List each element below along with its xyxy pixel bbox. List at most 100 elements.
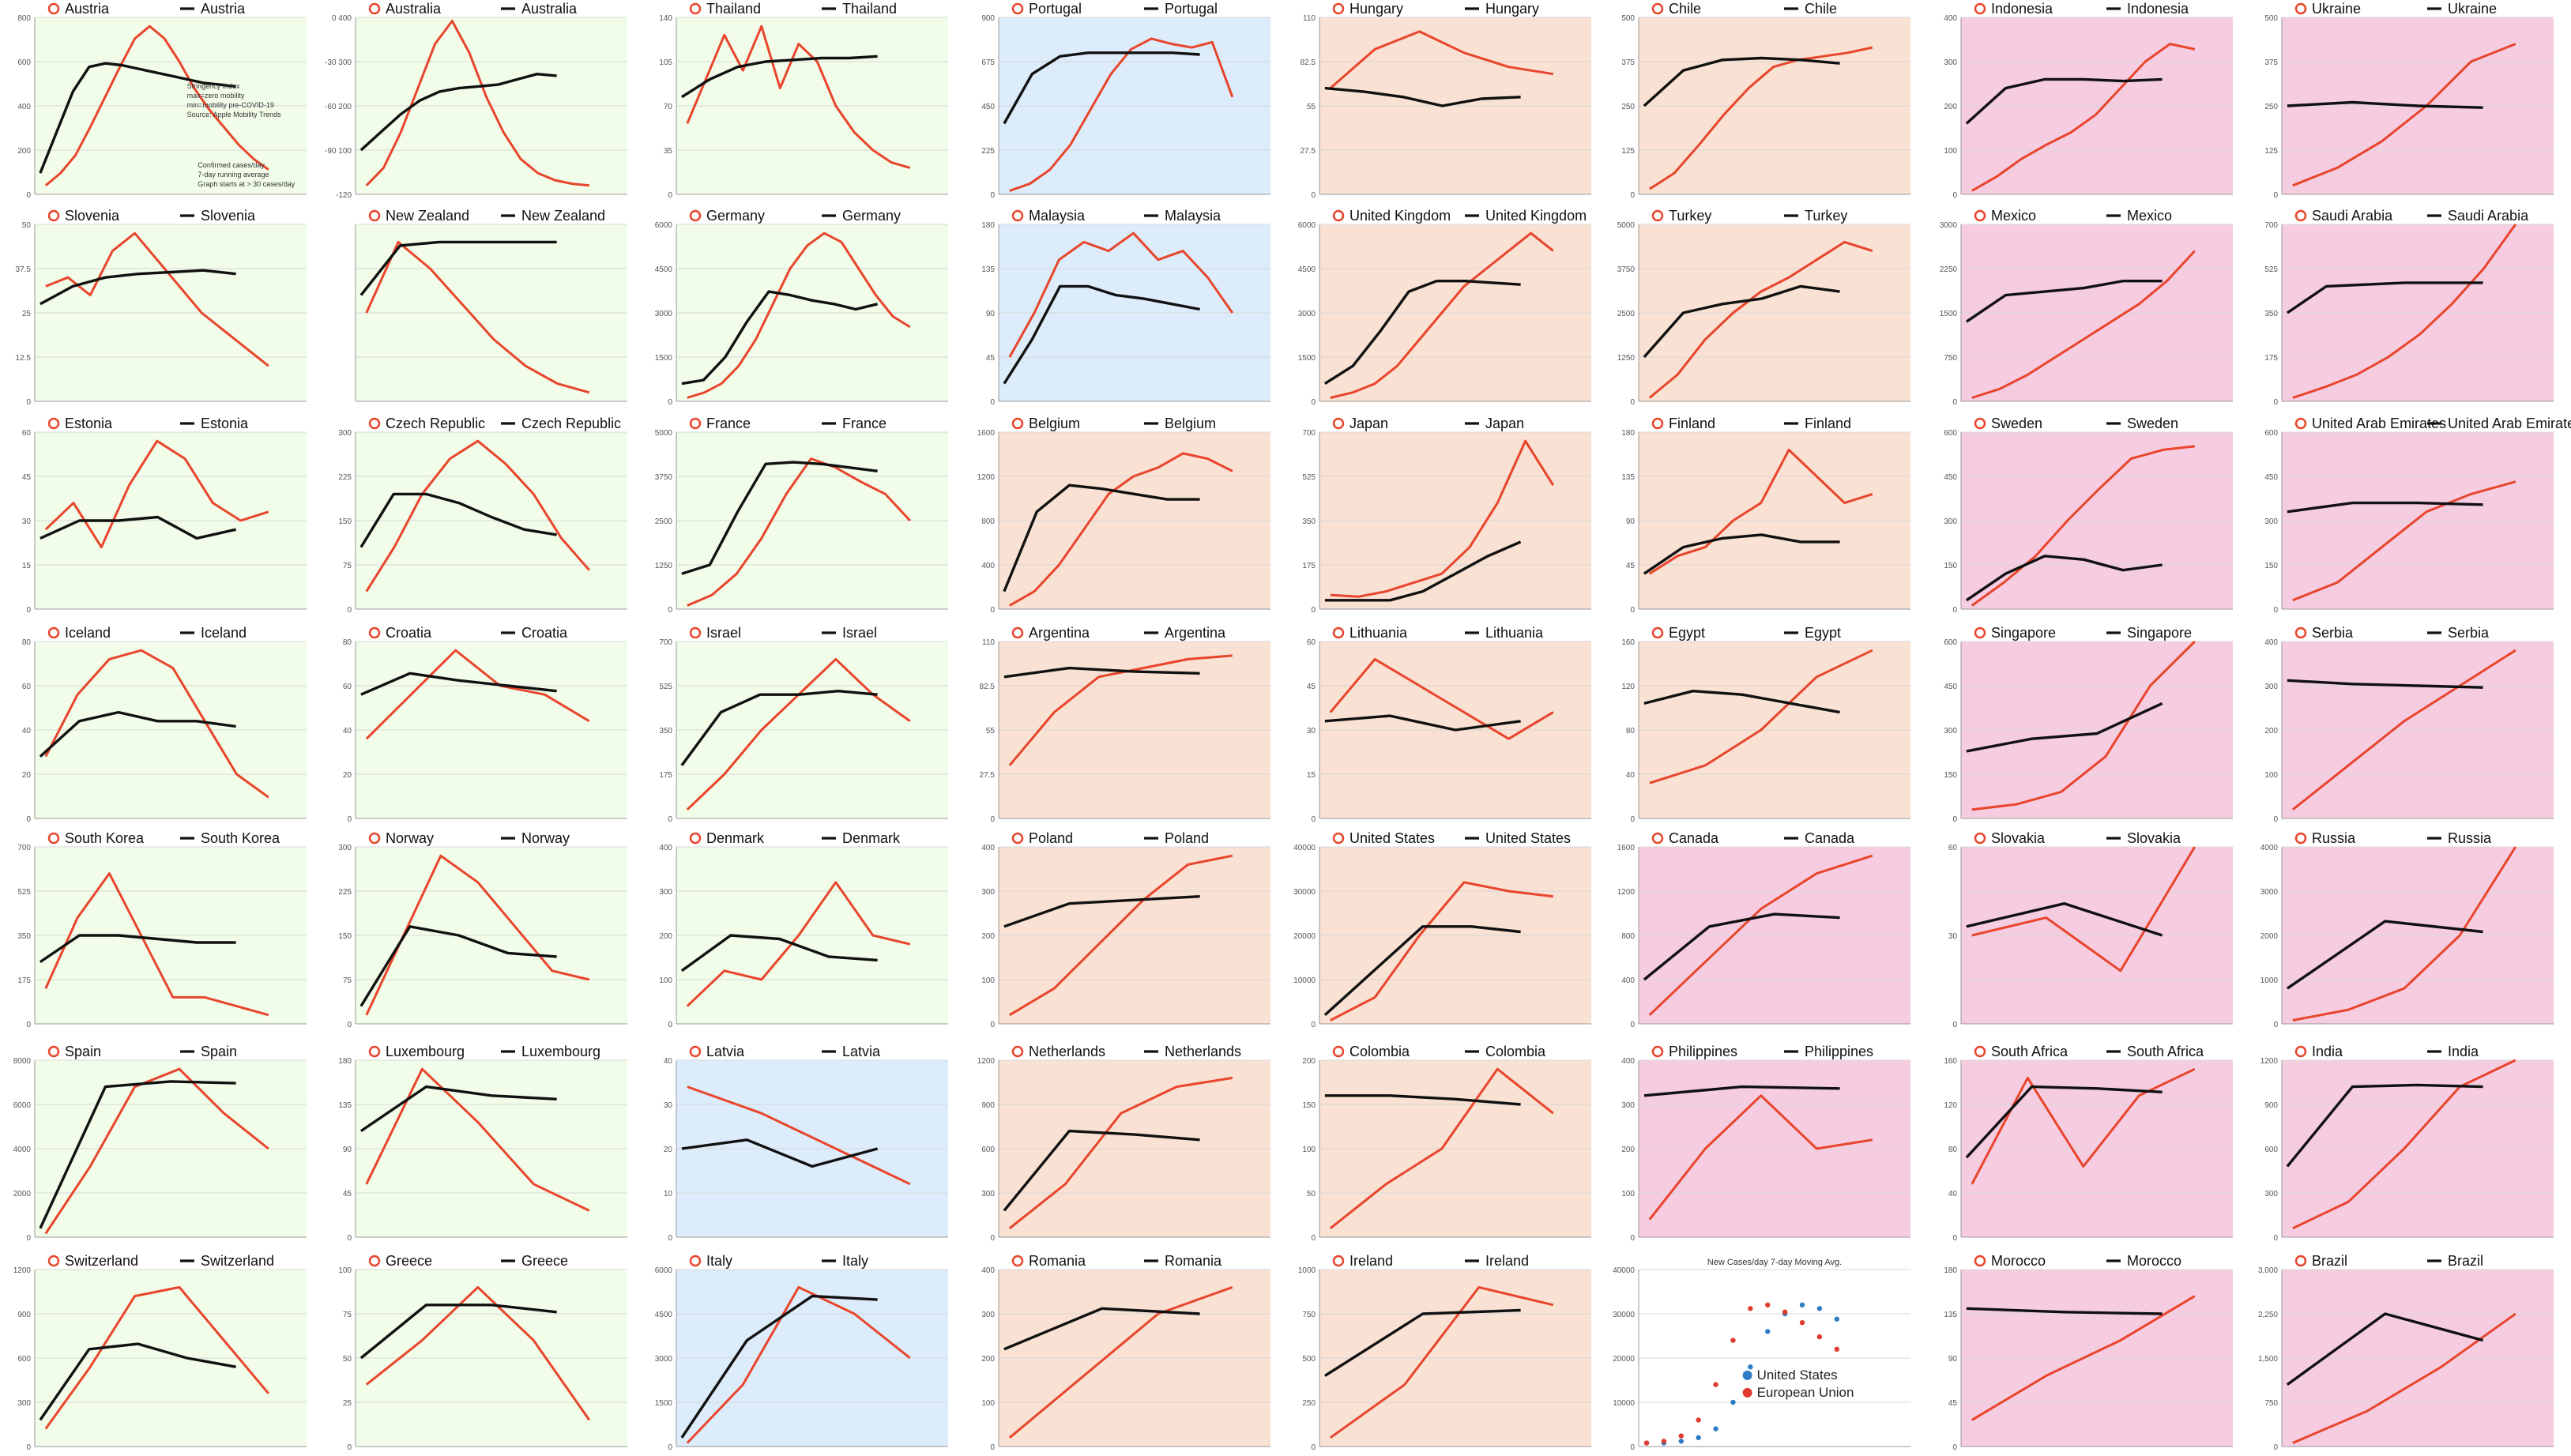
legend-marker-cases bbox=[368, 1045, 381, 1058]
chart-svg-france: 0 1250 2500 3750 5000 France France bbox=[655, 416, 948, 615]
legend-marker-cases bbox=[2294, 209, 2307, 222]
y-tick-label: 300 bbox=[1944, 727, 1957, 736]
legend-marker-cases bbox=[1974, 209, 1986, 222]
cases-line-france bbox=[687, 457, 911, 607]
cases-line-belgium bbox=[1009, 452, 1233, 607]
legend-marker-cases bbox=[689, 2, 702, 15]
legend-label: South Africa bbox=[2127, 1044, 2204, 1059]
y-tick-label: 100 bbox=[2264, 771, 2278, 780]
y-tick-label: 300 bbox=[17, 1399, 31, 1408]
y-tick-label: 800 bbox=[17, 14, 31, 23]
chart-svg-austria: 0 200 400 600 800 Austria Austria Stringency In… bbox=[17, 1, 307, 200]
legend-label: India bbox=[2312, 1044, 2343, 1059]
y-tick-label: 0 bbox=[347, 815, 352, 824]
y-tick-label: 600 bbox=[2264, 1146, 2278, 1154]
chart-svg-south-africa: 0 40 80 120 160 South Africa South Africa bbox=[1944, 1044, 2233, 1243]
legend-label: Luxembourg bbox=[386, 1044, 465, 1059]
legend-label: Germany bbox=[706, 208, 765, 224]
y-tick-label: 0 bbox=[1630, 1021, 1635, 1029]
legend-label: Latvia bbox=[842, 1044, 881, 1059]
index-line-ukraine bbox=[2287, 100, 2483, 109]
legend-label: Singapore bbox=[2127, 625, 2192, 641]
chart-panel-germany: 0 1500 3000 4500 6000 Germany Germany bbox=[642, 207, 958, 411]
index-line-spain bbox=[39, 1080, 236, 1229]
chart-svg-colombia: 0 50 100 150 200 Colombia Colombia bbox=[1302, 1044, 1591, 1243]
legend-label: Switzerland bbox=[65, 1253, 138, 1269]
cases-line-sweden bbox=[1971, 445, 2195, 607]
chart-svg-thailand: 0 35 70 105 140 Thailand Thailand bbox=[659, 1, 948, 200]
chart-panel-spain: 0 2000 4000 6000 8000 Spain Spain bbox=[0, 1043, 316, 1247]
y-tick-label: 150 bbox=[1302, 1101, 1316, 1110]
legend-label: Israel bbox=[706, 625, 741, 641]
y-tick-label: 750 bbox=[1302, 1311, 1316, 1319]
chart-panel-finland: 0 45 90 135 180 Finland Finland bbox=[1604, 415, 1920, 619]
index-line-philippines bbox=[1643, 1085, 1840, 1097]
chart-svg-netherlands: 0 300 600 900 1200 Netherlands Netherlands bbox=[977, 1044, 1270, 1243]
y-tick-label: 90 bbox=[1626, 517, 1636, 526]
scatter-point-european-union bbox=[1816, 1334, 1823, 1340]
y-tick-label: 1500 bbox=[655, 1399, 673, 1408]
y-tick-label: 350 bbox=[17, 932, 31, 941]
legend-label: Serbia bbox=[2312, 625, 2354, 641]
index-line-croatia bbox=[360, 672, 557, 696]
cases-line-saudi-arabia bbox=[2292, 224, 2517, 399]
y-tick-label: 0 bbox=[668, 815, 672, 824]
chart-svg-greece: 0 25 50 75 100 Greece Greece bbox=[338, 1253, 627, 1452]
y-tick-label: 100 bbox=[1944, 147, 1957, 156]
legend-marker-cases bbox=[689, 626, 702, 639]
y-tick-label: 15 bbox=[22, 562, 32, 570]
y-tick-label: 160 bbox=[1621, 638, 1635, 647]
legend-marker-cases bbox=[1974, 832, 1986, 845]
y-tick-label: 25 bbox=[22, 310, 32, 318]
y-tick-label: 200 bbox=[1944, 103, 1957, 111]
legend-marker-cases bbox=[1332, 209, 1345, 222]
y-tick-label: 600 bbox=[1944, 429, 1957, 438]
chart-svg-india: 0 300 600 900 1200 India India bbox=[2260, 1044, 2554, 1243]
y-tick-label: 30000 bbox=[1293, 888, 1316, 897]
legend-marker-cases bbox=[368, 209, 381, 222]
legend-label: Japan bbox=[1349, 416, 1388, 431]
legend-label: Spain bbox=[65, 1044, 101, 1059]
y-tick-label: 80 bbox=[1948, 1146, 1958, 1154]
y-tick-label: 3000 bbox=[655, 310, 673, 318]
y-tick-label: 0 bbox=[668, 1234, 672, 1243]
y-tick-label: 45 bbox=[1948, 1399, 1958, 1408]
legend-label: Ireland bbox=[1485, 1253, 1529, 1269]
chart-panel-philippines: 0 100 200 300 400 Philippines Philippines bbox=[1604, 1043, 1920, 1247]
y-tick-label: 525 bbox=[659, 683, 672, 691]
chart-panel-slovakia: 0 30 60 Slovakia Slovakia bbox=[1926, 830, 2242, 1033]
y-tick-label: 0 bbox=[1311, 606, 1316, 615]
y-tick-label: 110 bbox=[1303, 14, 1316, 23]
y-tick-label: 0 bbox=[990, 1443, 995, 1452]
chart-panel-argentina: 0 27.5 55 82.5 110 Argentina Argentina bbox=[964, 624, 1280, 828]
legend-marker-cases bbox=[1974, 2, 1986, 15]
y-tick-label: 200 bbox=[2264, 727, 2278, 736]
legend-label: Russia bbox=[2312, 830, 2356, 846]
chart-svg-brazil: 0 750 1,500 2,250 3,000 Brazil Brazil bbox=[2258, 1253, 2554, 1452]
cases-line-luxembourg bbox=[365, 1067, 590, 1212]
y-tick-label: 30 bbox=[1948, 932, 1958, 941]
y-tick-label: 0 bbox=[26, 1021, 31, 1029]
cases-line-colombia bbox=[1329, 1067, 1554, 1229]
cases-line-germany bbox=[687, 231, 911, 399]
chart-svg-norway: 0 75 150 225 300 Norway Norway bbox=[338, 830, 627, 1029]
legend-label: Belgium bbox=[1165, 416, 1216, 431]
y-tick-label: 120 bbox=[1621, 683, 1635, 691]
legend-marker bbox=[1742, 1370, 1752, 1380]
y-tick-label: 37.5 bbox=[16, 265, 32, 274]
chart-svg-israel: 0 175 350 525 700 Israel Israel bbox=[659, 625, 948, 824]
scatter-point-united-states bbox=[1713, 1426, 1718, 1432]
y-tick-label: 1500 bbox=[655, 354, 673, 363]
legend-label: Colombia bbox=[1349, 1044, 1410, 1059]
y-tick-label: 675 bbox=[981, 58, 995, 67]
index-line-united-states bbox=[1323, 925, 1521, 1017]
legend-label: Argentina bbox=[1029, 625, 1090, 641]
chart-svg-malaysia: 0 45 90 135 180 Malaysia Malaysia bbox=[981, 208, 1270, 407]
y-tick-label: 0 bbox=[26, 1234, 31, 1243]
y-tick-label: 450 bbox=[1944, 683, 1957, 691]
y-tick-label: 45 bbox=[986, 354, 996, 363]
y-tick-label: 700 bbox=[17, 844, 31, 852]
legend-label: Serbia bbox=[2448, 625, 2490, 641]
legend-label: India bbox=[2448, 1044, 2479, 1059]
y-tick-label: 3000 bbox=[1940, 221, 1958, 230]
